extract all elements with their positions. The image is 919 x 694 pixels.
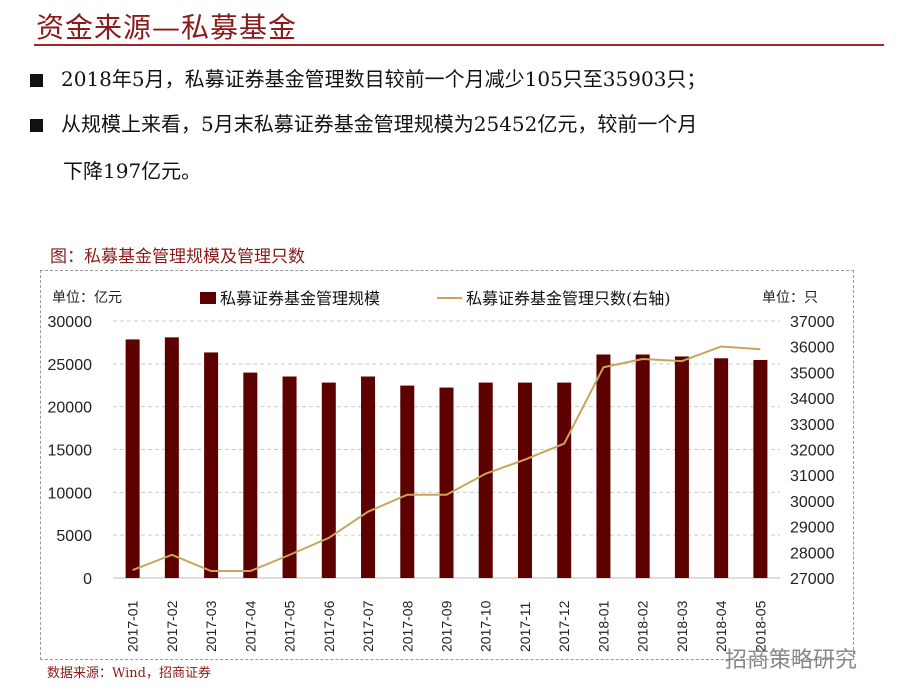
bar <box>439 387 454 578</box>
left-axis-unit: 单位：亿元 <box>52 290 122 306</box>
right-tick-label: 32000 <box>790 443 835 460</box>
left-tick-label: 5000 <box>56 528 92 545</box>
right-tick-label: 27000 <box>790 571 835 588</box>
right-axis-unit: 单位：只 <box>762 290 818 306</box>
figure-title: 图：私募基金管理规模及管理只数 <box>50 247 305 267</box>
right-tick-label: 36000 <box>790 340 835 357</box>
bar <box>674 356 689 578</box>
bar <box>361 376 376 578</box>
x-tick-label: 2018-04 <box>713 600 729 652</box>
bar <box>400 385 415 578</box>
bar <box>321 382 336 578</box>
bar <box>125 339 140 578</box>
x-tick-label: 2017-05 <box>282 600 298 652</box>
right-tick-label: 37000 <box>790 314 835 331</box>
left-tick-label: 0 <box>83 571 92 588</box>
bar <box>635 354 650 578</box>
x-tick-label: 2017-07 <box>360 600 376 652</box>
x-tick-label: 2018-05 <box>752 600 768 652</box>
right-tick-label: 31000 <box>790 468 835 485</box>
watermark: 招商策略研究 <box>725 648 858 673</box>
x-tick-label: 2017-02 <box>164 600 180 652</box>
right-tick-label: 35000 <box>790 365 835 382</box>
x-tick-label: 2017-08 <box>399 600 415 652</box>
x-tick-label: 2017-01 <box>125 600 141 652</box>
left-tick-label: 15000 <box>48 443 93 460</box>
right-tick-label: 33000 <box>790 417 835 434</box>
bar <box>714 358 729 578</box>
left-tick-label: 25000 <box>48 357 93 374</box>
bar <box>478 382 493 578</box>
x-tick-label: 2017-06 <box>321 600 337 652</box>
bar <box>164 337 179 578</box>
right-tick-label: 29000 <box>790 520 835 537</box>
bar <box>282 376 297 578</box>
x-tick-label: 2018-03 <box>674 600 690 652</box>
bullet-1: 2018年5月，私募证券基金管理数目较前一个月减少105只至35903只； <box>30 56 706 102</box>
page-title: 资金来源—私募基金 <box>36 11 298 44</box>
x-tick-label: 2017-09 <box>439 600 455 652</box>
right-tick-label: 34000 <box>790 391 835 408</box>
x-tick-label: 2018-02 <box>635 600 651 652</box>
bar <box>557 382 572 578</box>
line-series <box>132 345 761 573</box>
x-tick-label: 2017-12 <box>556 600 572 652</box>
left-tick-label: 10000 <box>48 485 93 502</box>
legend-bar-swatch <box>200 292 216 304</box>
right-tick-label: 28000 <box>790 545 835 562</box>
left-tick-label: 20000 <box>48 400 93 417</box>
bar <box>243 372 258 578</box>
legend-line-label: 私募证券基金管理只数(右轴) <box>466 289 671 308</box>
bullet-square-icon <box>30 119 43 132</box>
bullet-2-continuation: 下降197亿元。 <box>63 159 202 183</box>
left-tick-label: 30000 <box>48 314 93 331</box>
x-tick-label: 2017-10 <box>478 600 494 652</box>
source-note: 数据来源：Wind，招商证券 <box>47 666 211 681</box>
bullet-text: 2018年5月，私募证券基金管理数目较前一个月减少105只至35903只； <box>61 67 707 91</box>
bullet-2: 从规模上来看，5月末私募证券基金管理规模为25452亿元，较前一个月 <box>30 101 697 147</box>
bar <box>753 359 768 578</box>
title-divider <box>34 44 884 46</box>
bar <box>596 354 611 578</box>
chart-frame <box>40 270 854 660</box>
bullet-text: 从规模上来看，5月末私募证券基金管理规模为25452亿元，较前一个月 <box>61 112 698 136</box>
right-tick-label: 30000 <box>790 494 835 511</box>
x-tick-label: 2017-11 <box>517 601 533 652</box>
bullet-square-icon <box>30 74 43 87</box>
x-tick-label: 2017-04 <box>242 600 258 652</box>
bar <box>517 382 532 578</box>
x-tick-label: 2017-03 <box>203 600 219 652</box>
bar <box>204 352 219 578</box>
x-tick-label: 2018-01 <box>595 600 611 652</box>
legend-bar-label: 私募证券基金管理规模 <box>220 289 380 308</box>
